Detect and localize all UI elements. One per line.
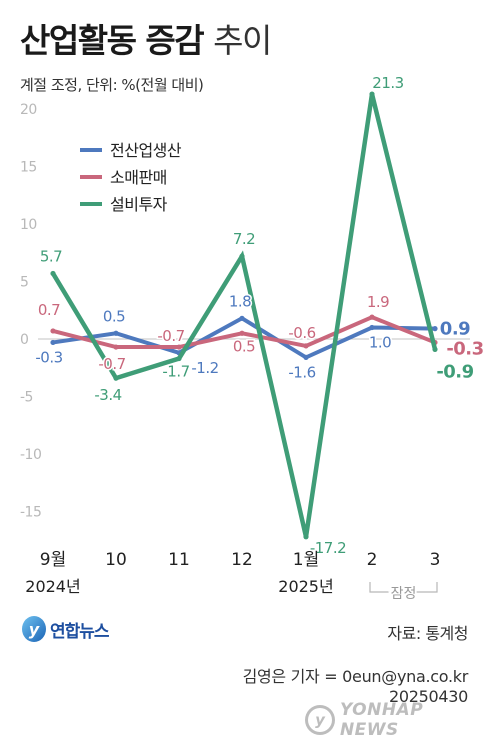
title-light: 추이 — [213, 21, 272, 60]
preliminary-bracket — [369, 582, 438, 593]
data-label: -0.3 — [35, 348, 62, 366]
data-point — [113, 375, 119, 381]
logo-text: 연합뉴스 — [50, 621, 110, 642]
data-point — [239, 330, 245, 336]
legend-label: 소매판매 — [110, 168, 167, 187]
data-label: -1.2 — [191, 359, 218, 377]
watermark-logo-icon: y — [305, 705, 335, 735]
data-label: 5.7 — [40, 247, 62, 265]
y-tick-label: -15 — [20, 505, 41, 521]
data-label: 0.5 — [103, 307, 125, 325]
data-point — [176, 344, 182, 350]
y-tick-label: -10 — [20, 447, 41, 463]
chart-subtitle: 계절 조정, 단위: %(전월 대비) — [20, 76, 204, 94]
yonhap-logo-icon: y — [22, 616, 46, 642]
data-point — [50, 328, 56, 334]
x-tick-label: 12 — [231, 550, 253, 570]
data-point — [432, 326, 438, 332]
data-label: -0.9 — [436, 361, 473, 382]
data-label: 7.2 — [233, 230, 255, 248]
y-tick-label: -5 — [20, 390, 33, 406]
data-label: 0.9 — [440, 319, 470, 340]
x-tick-label: 1월 — [293, 550, 319, 570]
publisher-logo: y 연합뉴스 — [22, 616, 110, 642]
y-tick-label: 20 — [20, 102, 37, 118]
watermark: y YONHAP NEWS — [305, 700, 488, 740]
data-label: -1.7 — [162, 363, 189, 381]
x-tick-label: 11 — [168, 550, 190, 570]
data-label: -3.4 — [94, 386, 121, 404]
line-chart: 20 15 10 5 0 -5 -10 -15 -0.3 0.5 -1.2 1.8 -1.6 1.0 0.9… — [20, 73, 486, 604]
data-point — [303, 343, 309, 349]
data-label: 1.8 — [229, 292, 251, 310]
data-point — [113, 330, 119, 336]
data-label: 1.9 — [367, 293, 389, 311]
chart-title: 산업활동 증감 추이 — [20, 14, 272, 62]
data-point — [50, 270, 56, 277]
data-label: -0.3 — [446, 338, 483, 359]
preliminary-label: 잠정 — [391, 586, 417, 602]
data-label: 0.7 — [38, 301, 60, 319]
data-label: -0.7 — [98, 355, 125, 373]
y-tick-label: 10 — [20, 217, 37, 233]
y-tick-label: 15 — [20, 160, 37, 176]
data-point — [369, 314, 375, 320]
y-tick-label: 5 — [20, 275, 28, 291]
legend-label: 설비투자 — [110, 195, 168, 214]
data-point — [113, 344, 119, 350]
data-point — [369, 91, 375, 97]
x-tick-label: 10 — [105, 550, 127, 570]
data-point — [239, 315, 245, 321]
publish-date: 20250430 — [388, 687, 468, 706]
title-bold: 산업활동 증감 — [20, 21, 205, 60]
x-tick-label: 2 — [367, 550, 378, 570]
data-label: -0.6 — [288, 324, 315, 342]
x-tick-sublabel: 2025년 — [278, 577, 333, 596]
data-point — [50, 339, 56, 346]
data-source: 자료: 통계청 — [387, 624, 468, 643]
x-tick-sublabel: 2024년 — [25, 577, 80, 596]
data-label: -0.7 — [157, 327, 184, 345]
data-label: 1.0 — [369, 334, 391, 352]
legend-label: 전산업생산 — [110, 141, 182, 160]
y-tick-label: 0 — [20, 332, 28, 348]
data-point — [239, 253, 245, 259]
data-point — [369, 324, 375, 331]
data-point — [303, 354, 309, 360]
data-point — [176, 355, 182, 362]
data-label: 0.5 — [233, 337, 255, 355]
data-point — [303, 534, 309, 540]
data-point — [432, 346, 438, 352]
reporter-credit: 김영은 기자 = 0eun@yna.co.kr — [242, 667, 469, 686]
x-tick-label: 9월 — [40, 550, 66, 570]
credit-block: 김영은 기자 = 0eun@yna.co.kr 20250430 — [242, 667, 469, 707]
x-tick-label: 3 — [430, 550, 441, 570]
data-label: -1.6 — [288, 363, 315, 381]
data-label: 21.3 — [372, 74, 403, 92]
data-label: -17.2 — [310, 539, 346, 557]
watermark-text: YONHAP NEWS — [339, 700, 424, 740]
